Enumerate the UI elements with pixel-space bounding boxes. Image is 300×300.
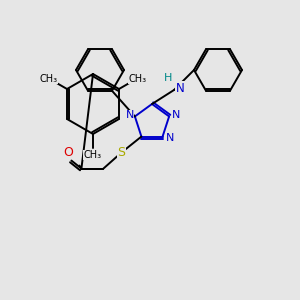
Text: O: O <box>64 146 74 159</box>
Text: S: S <box>117 146 125 159</box>
Text: N: N <box>176 82 185 94</box>
Text: N: N <box>172 110 181 120</box>
Text: N: N <box>166 133 174 142</box>
Text: H: H <box>164 73 172 83</box>
Text: CH₃: CH₃ <box>84 150 102 160</box>
Text: CH₃: CH₃ <box>40 74 58 83</box>
Text: N: N <box>125 110 134 120</box>
Text: CH₃: CH₃ <box>128 74 146 83</box>
